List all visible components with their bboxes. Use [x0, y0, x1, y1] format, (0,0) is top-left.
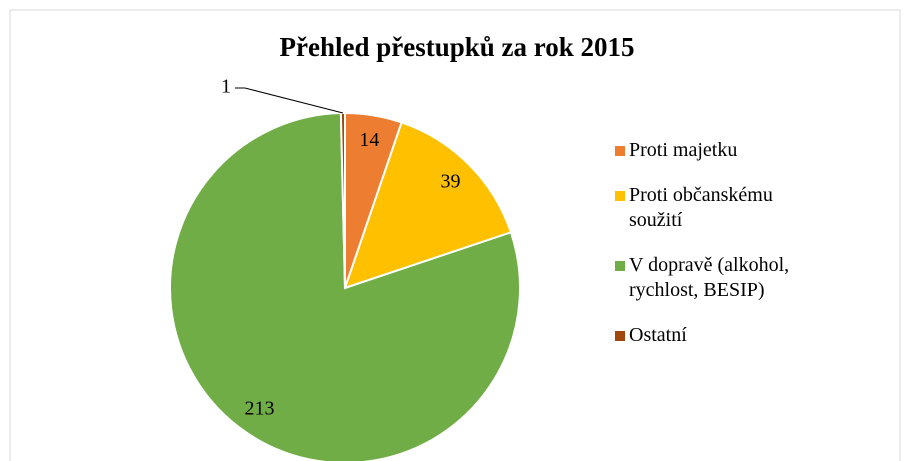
legend-swatch: [615, 331, 625, 341]
pie-slice: [343, 121, 513, 290]
data-label: 213: [245, 397, 275, 419]
chart-frame: [9, 9, 901, 461]
data-label: 14: [359, 129, 379, 151]
legend-swatch: [615, 261, 625, 271]
legend-swatch: [615, 191, 625, 201]
legend-label: V dopravě (alkohol, rychlost, BESIP): [629, 254, 790, 301]
legend: Proti majetku Proti občanskému soužití V d…: [615, 138, 815, 368]
pie-slice: [169, 112, 521, 461]
leader-line: [234, 87, 344, 114]
legend-label: Ostatní: [629, 324, 687, 346]
legend-item: Ostatní: [615, 323, 815, 348]
legend-swatch: [615, 146, 625, 156]
legend-item: V dopravě (alkohol, rychlost, BESIP): [615, 253, 815, 303]
chart-title: Přehled přestupků za rok 2015: [279, 32, 634, 62]
legend-item: Proti občanskému soužití: [615, 183, 815, 233]
legend-item: Proti majetku: [615, 138, 815, 163]
legend-label: Proti občanskému soužití: [629, 184, 773, 231]
data-label: 1: [221, 76, 231, 98]
data-label: 39: [440, 171, 460, 193]
legend-label: Proti majetku: [629, 139, 738, 161]
